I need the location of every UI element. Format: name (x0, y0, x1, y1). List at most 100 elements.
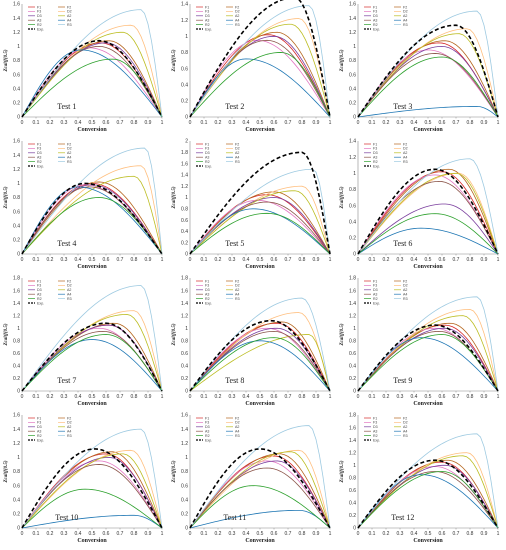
x-tick-label: 0 (189, 531, 192, 537)
legend-label: F2 (403, 142, 407, 146)
legend-label: F3 (37, 284, 41, 288)
legend-label: R3 (67, 160, 72, 164)
series-line-a4 (357, 474, 499, 529)
legend-label: F2 (67, 279, 71, 283)
series-line-r2 (189, 52, 331, 118)
x-tick-label: 0.5 (425, 120, 432, 126)
x-tick-label: 0.7 (453, 394, 460, 400)
y-tick-label: 1.2 (181, 441, 188, 447)
chart-title: Test 12 (391, 513, 414, 522)
legend-label: A2 (403, 425, 407, 429)
y-axis-label: Zcal(f(0.5) (340, 323, 345, 346)
y-tick-label: 0 (353, 115, 356, 121)
chart-title: Test 9 (393, 376, 412, 385)
x-tick-label: 0.2 (47, 257, 54, 263)
x-tick-label: 0.5 (89, 394, 96, 400)
x-tick-label: 1 (329, 394, 332, 400)
x-tick-label: 0.2 (383, 120, 390, 126)
x-tick-label: 0.9 (145, 531, 152, 537)
legend-label: F1 (37, 142, 41, 146)
series-line-f1 (21, 324, 163, 392)
legend-label: R3 (67, 23, 72, 27)
x-tick-label: 0.9 (481, 394, 488, 400)
x-tick-label: 0.2 (215, 394, 222, 400)
x-tick-label: 0.4 (243, 120, 250, 126)
legend-label: F2 (235, 5, 239, 9)
legend-label: A3 (37, 430, 41, 434)
y-tick-label: 1.2 (349, 313, 356, 319)
y-tick-label: 0.2 (349, 376, 356, 382)
legend-label: Exp. (373, 164, 380, 168)
chart-title: Test 4 (57, 239, 76, 248)
series-line-d2 (21, 310, 163, 392)
y-tick-label: 0.6 (181, 66, 188, 72)
y-axis-label: Zcal(f(0.5) (4, 460, 9, 483)
y-tick-label: 1.6 (181, 413, 188, 419)
x-tick-label: 0.4 (75, 394, 82, 400)
x-tick-label: 0.4 (411, 257, 418, 263)
x-tick-label: 0.2 (215, 531, 222, 537)
x-tick-label: 0.9 (481, 531, 488, 537)
y-tick-label: 1.2 (349, 30, 356, 36)
series-line-a4 (189, 509, 331, 529)
x-tick-label: 0.8 (131, 257, 138, 263)
y-tick-label: 1.8 (349, 413, 356, 419)
y-axis-label: Zcal(f(0.5) (340, 49, 345, 72)
x-tick-label: 0 (357, 257, 360, 263)
x-tick-label: 0.1 (201, 394, 208, 400)
y-axis-label: Zcal(f(0.5) (4, 49, 9, 72)
x-tick-label: 0.2 (47, 531, 54, 537)
series-line-f1 (357, 171, 499, 255)
series-line-r2 (357, 56, 499, 118)
x-axis-label: Conversion (245, 538, 275, 544)
x-tick-label: 0.7 (117, 394, 124, 400)
y-tick-label: 1 (17, 455, 20, 461)
y-tick-label: 0.2 (349, 236, 356, 242)
legend-label: A3 (373, 293, 377, 297)
legend-label: A3 (373, 19, 377, 23)
x-tick-label: 0 (21, 394, 24, 400)
y-tick-label: 1 (185, 326, 188, 332)
series-line-exp (357, 324, 499, 392)
chart-panel-2: 0 0.2 0.4 0.6 0.8 1 1.2 1.4 0 0.1 0.2 0.3 0.4 0.5 0.6 0… (172, 0, 332, 133)
chart-title: Test 7 (57, 376, 76, 385)
series-line-r3 (21, 147, 163, 255)
chart-panel-5: 0 0.2 0.4 0.6 0.8 1 1.2 1.4 1.6 1.8 2 0 0.1 0.2 0.3 0.4… (172, 139, 332, 270)
y-tick-label: 1.4 (349, 301, 356, 307)
series-line-f3 (189, 327, 331, 392)
x-tick-label: 0 (189, 394, 192, 400)
legend-label: D3 (37, 14, 42, 18)
x-tick-label: 0.3 (397, 394, 404, 400)
x-tick-label: 0.4 (411, 531, 418, 537)
legend-label: A2 (67, 425, 71, 429)
series-line-exp (357, 459, 499, 529)
x-tick-label: 1 (497, 531, 500, 537)
x-tick-label: 0.6 (439, 257, 446, 263)
y-tick-label: 1.2 (13, 30, 20, 36)
y-tick-label: 0.8 (181, 50, 188, 56)
x-tick-label: 0.1 (201, 531, 208, 537)
y-axis-label: Zcal(f(0.5) (4, 323, 9, 346)
legend-label: A2 (67, 14, 71, 18)
x-tick-label: 1 (329, 120, 332, 126)
legend-label: R3 (403, 160, 408, 164)
y-tick-label: 1 (185, 34, 188, 40)
chart-panel-1: 0 0.2 0.4 0.6 0.8 1 1.2 1.4 1.6 0 0.1 0.2 0.3 0.4 0.5 0… (4, 2, 164, 133)
legend-label: R3 (235, 434, 240, 438)
y-tick-label: 1.4 (181, 2, 188, 8)
legend-label: F1 (205, 5, 209, 9)
y-tick-label: 0.8 (13, 469, 20, 475)
y-tick-label: 1.6 (349, 2, 356, 8)
legend-label: A4 (403, 430, 407, 434)
y-axis-label: Zcal(f(0.5) (172, 323, 177, 346)
y-tick-label: 0.2 (13, 376, 20, 382)
series-line-r3 (357, 296, 499, 392)
x-tick-label: 0.2 (383, 257, 390, 263)
x-tick-label: 0.9 (313, 120, 320, 126)
y-tick-label: 2 (185, 139, 188, 145)
y-axis-label: Zcal(f(0.5) (340, 186, 345, 209)
y-tick-label: 1.6 (13, 413, 20, 419)
legend-label: A4 (67, 293, 71, 297)
legend-label: F3 (37, 147, 41, 151)
